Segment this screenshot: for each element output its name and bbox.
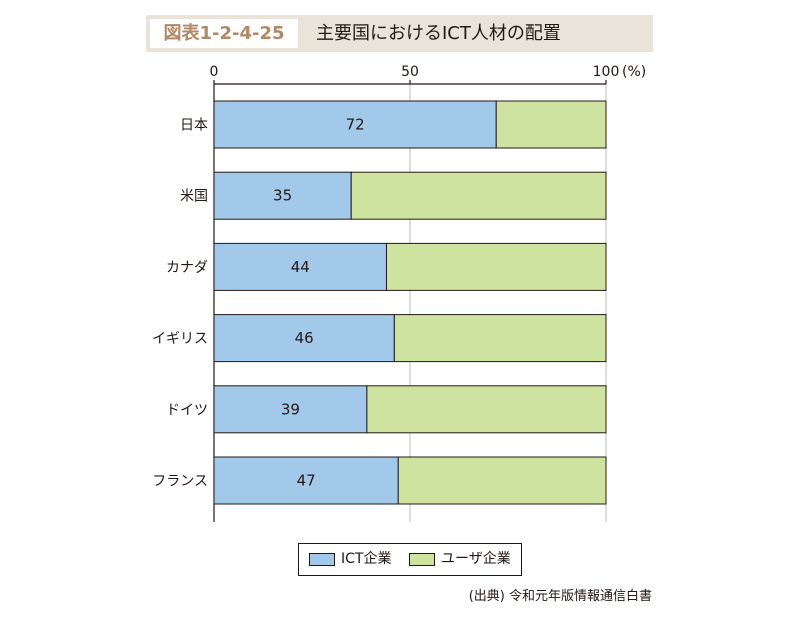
bar-user <box>393 314 607 363</box>
legend-item-user: ユーザ企業 <box>409 544 511 574</box>
category-label: 米国 <box>180 189 208 205</box>
bar-user <box>385 242 607 291</box>
data-label: 39 <box>281 400 300 418</box>
bar-ict <box>213 100 497 149</box>
data-label: 72 <box>346 116 365 134</box>
bar-ict <box>213 242 387 291</box>
bar-user <box>366 385 607 434</box>
figure-number: 図表1-2-4-25 <box>150 19 298 48</box>
data-label: 35 <box>273 187 292 205</box>
legend-swatch-ict <box>309 552 335 566</box>
x-unit-label: (%) <box>622 64 646 80</box>
category-label: フランス <box>152 474 208 490</box>
legend-label-ict: ICT企業 <box>341 551 392 567</box>
legend-label-user: ユーザ企業 <box>441 551 511 567</box>
data-label: 47 <box>297 472 316 490</box>
legend: ICT企業 ユーザ企業 <box>298 543 522 576</box>
category-label: ドイツ <box>166 402 208 418</box>
bar-user <box>350 171 607 220</box>
bar-user <box>397 456 607 505</box>
category-label: 日本 <box>180 118 208 134</box>
title-bar: 図表1-2-4-25 主要国におけるICT人材の配置 <box>146 15 653 52</box>
legend-swatch-user <box>409 552 435 566</box>
bar-ict <box>213 456 399 505</box>
data-label: 44 <box>291 258 310 276</box>
legend-item-ict: ICT企業 <box>309 544 391 574</box>
x-tick-label: 100 <box>593 64 620 80</box>
bar-user <box>495 100 607 149</box>
bar-ict <box>213 385 368 434</box>
figure-title: 主要国におけるICT人材の配置 <box>316 23 561 44</box>
x-tick-label: 50 <box>401 64 419 80</box>
data-label: 46 <box>295 329 314 347</box>
bar-ict <box>213 314 395 363</box>
source-note: (出典) 令和元年版情報通信白書 <box>468 589 652 604</box>
category-label: カナダ <box>166 260 208 276</box>
category-label: イギリス <box>152 331 208 347</box>
x-tick-label: 0 <box>210 64 219 80</box>
bar-ict <box>213 171 352 220</box>
